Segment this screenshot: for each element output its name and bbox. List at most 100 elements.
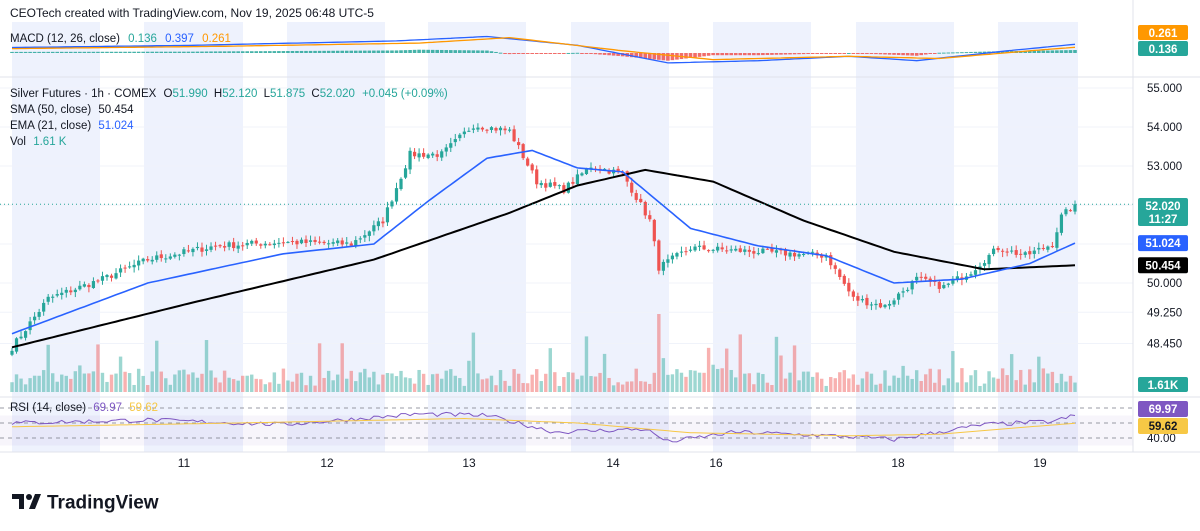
volume-bar: [548, 348, 552, 392]
macd-histogram-bar: [919, 53, 924, 56]
candle-body: [28, 321, 32, 331]
candle-body: [345, 242, 349, 244]
volume-bar: [924, 374, 928, 392]
macd-histogram-bar: [774, 53, 779, 55]
candle-body: [865, 297, 869, 306]
volume-bar: [453, 375, 457, 392]
candle-body: [566, 182, 570, 193]
volume-bar: [648, 383, 652, 392]
macd-histogram-bar: [430, 49, 435, 53]
macd-histogram-bar: [390, 50, 394, 53]
volume-bar: [78, 365, 82, 392]
session-band: [287, 22, 385, 452]
volume-bar: [200, 373, 204, 392]
candle-body: [471, 128, 475, 130]
session-band: [856, 22, 954, 452]
macd-pane: [10, 35, 1077, 64]
candle-body: [440, 151, 444, 158]
volume-bar: [829, 377, 833, 392]
candle-body: [105, 274, 109, 278]
candle-body: [476, 127, 480, 130]
candle-body: [259, 244, 263, 246]
rsi-legend: RSI (14, close) 69.97 59.62: [10, 402, 158, 414]
close-value: 52.020: [320, 88, 355, 100]
volume-bar: [611, 385, 616, 392]
candle-body: [955, 276, 959, 280]
macd-histogram-bar: [648, 53, 652, 59]
macd-histogram-bar: [489, 51, 494, 53]
candle-body: [783, 249, 788, 256]
macd-histogram-bar: [810, 53, 815, 54]
rsi-ma-tag-bg: [1138, 418, 1188, 434]
candle-body: [530, 164, 534, 171]
rsi-ma-tag-text: 59.62: [1149, 421, 1178, 433]
macd-histogram-bar: [258, 51, 263, 53]
volume-bar: [679, 372, 684, 392]
volume-bar: [761, 374, 765, 392]
macd-histogram-bar: [901, 53, 905, 56]
tradingview-logo[interactable]: TradingView: [12, 493, 159, 514]
volume-bar: [982, 383, 987, 392]
candle-body: [109, 275, 114, 278]
volume-bar: [417, 369, 421, 392]
macd-histogram-bar: [516, 53, 521, 54]
macd-histogram-bar: [792, 53, 797, 55]
macd-histogram-bar: [666, 53, 670, 61]
candle-body: [652, 219, 656, 242]
macd-histogram-bar: [59, 51, 64, 53]
macd-histogram-bar: [851, 53, 856, 54]
macd-histogram-bar: [476, 50, 480, 53]
time-axis[interactable]: 11 12 13 14 16 18 19: [178, 456, 1047, 470]
volume-bar: [666, 374, 670, 392]
volume-bar: [833, 378, 837, 392]
macd-histogram-bar: [865, 53, 869, 54]
candle-body: [616, 168, 620, 172]
volume-bar: [860, 378, 865, 392]
candle-body: [444, 147, 448, 152]
open-value: 51.990: [173, 88, 208, 100]
tradingview-logo-text: TradingView: [47, 493, 159, 514]
volume-bar: [765, 382, 770, 392]
candle-body: [521, 144, 525, 159]
volume-bar: [752, 384, 756, 392]
candle-body: [317, 241, 322, 243]
volume-bar: [467, 360, 471, 392]
volume-bar: [652, 372, 657, 392]
ema-tag-text: 51.024: [1145, 238, 1181, 250]
macd-histogram-bar: [471, 50, 476, 53]
candle-body: [236, 245, 240, 249]
volume-bar: [1055, 383, 1059, 392]
macd-signal-tag-text: 0.261: [1149, 28, 1178, 40]
macd-histogram-bar: [869, 53, 874, 54]
volume-bar: [164, 378, 168, 392]
candle-body: [37, 311, 41, 317]
macd-histogram-bar: [381, 50, 385, 53]
candle-body: [349, 243, 353, 246]
macd-histogram-bar: [453, 50, 458, 53]
candle-body: [91, 281, 96, 289]
volume-bar: [209, 370, 213, 392]
macd-histogram-bar: [815, 53, 819, 54]
volume-bar: [937, 369, 941, 392]
macd-histogram-bar: [313, 50, 317, 53]
volume-bar: [1046, 373, 1050, 392]
candle-body: [507, 129, 512, 131]
volume-bar: [186, 374, 191, 392]
candle-body: [946, 283, 950, 285]
macd-histogram-bar: [358, 50, 363, 53]
svg-text:MACD (12, 26, close) 0: MACD (12, 26, close) 0.136 0.397 0.261: [10, 33, 231, 45]
volume-bar: [901, 365, 905, 392]
candle-body: [458, 134, 462, 139]
volume-bar: [376, 384, 381, 392]
macd-histogram-bar: [629, 53, 634, 58]
candle-body: [173, 254, 177, 257]
macd-legend: MACD (12, 26, close) 0.136 0.397 0.261: [10, 33, 231, 45]
candle-body: [910, 281, 914, 290]
macd-histogram-bar: [73, 51, 78, 53]
candle-body: [489, 127, 494, 130]
volume-bar: [788, 372, 792, 392]
macd-histogram-bar: [720, 53, 724, 56]
macd-histogram-bar: [132, 51, 136, 53]
candle-body: [684, 251, 688, 253]
